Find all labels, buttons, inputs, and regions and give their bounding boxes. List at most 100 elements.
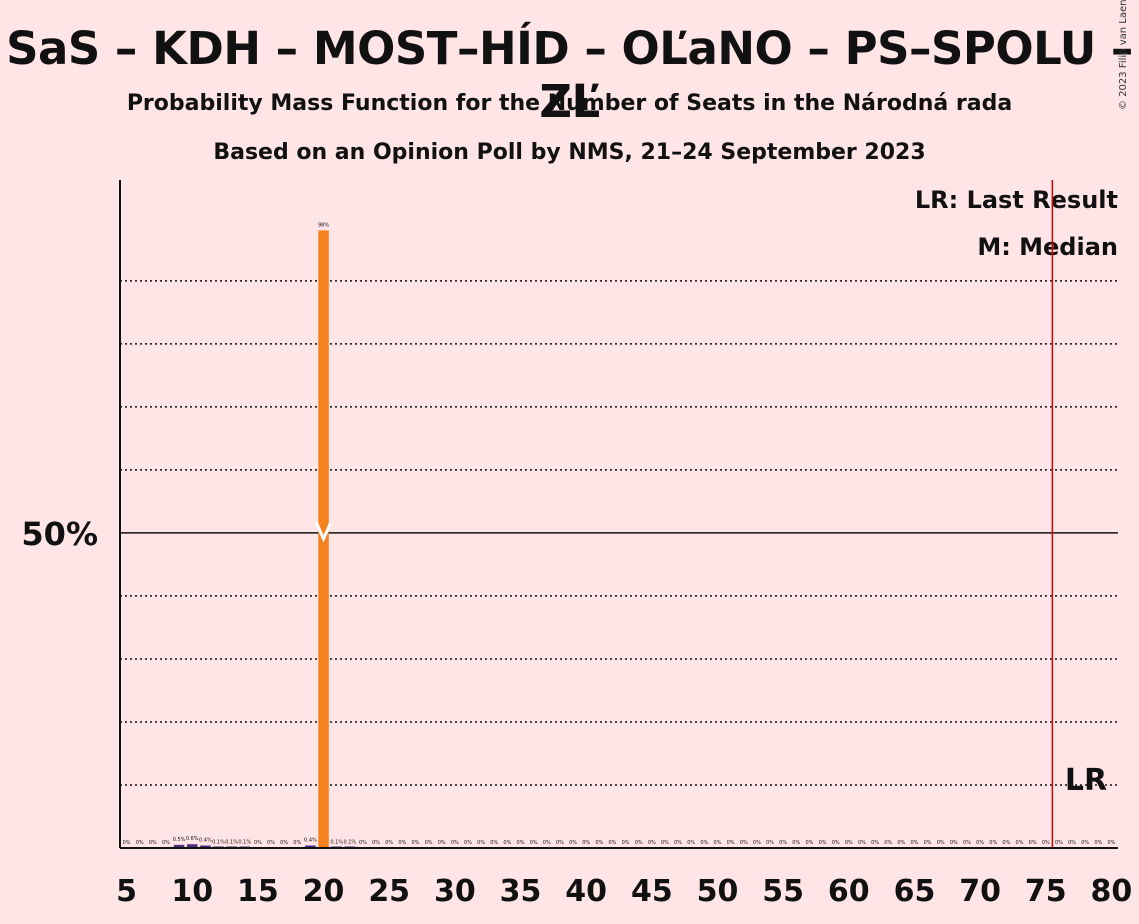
bar-label-56: 0% xyxy=(792,840,800,846)
x-tick-label: 35 xyxy=(500,874,542,909)
bar-seats-10 xyxy=(186,844,198,848)
bar-label-74: 0% xyxy=(1029,840,1037,846)
y-axis-label-50: 50% xyxy=(21,515,98,553)
x-tick-label: 50 xyxy=(697,874,739,909)
bar-label-54: 0% xyxy=(766,840,774,846)
bar-label-19: 0.4% xyxy=(304,837,317,843)
bar-label-25: 0% xyxy=(385,840,393,846)
bar-label-32: 0% xyxy=(477,840,485,846)
bar-label-30: 0% xyxy=(451,840,459,846)
bar-label-38: 0% xyxy=(556,840,564,846)
x-tick-label: 20 xyxy=(303,874,345,909)
bar-label-75: 0% xyxy=(1042,840,1050,846)
bar-seats-11 xyxy=(200,845,211,848)
bar-label-45: 0% xyxy=(648,840,656,846)
x-tick-label: 70 xyxy=(959,874,1001,909)
chart-title: SaS – KDH – MOST–HÍD – OĽaNO – PS–SPOLU … xyxy=(6,22,1133,128)
x-tick-label: 40 xyxy=(565,874,607,909)
legend-median: M: Median xyxy=(977,233,1118,261)
bar-label-26: 0% xyxy=(398,840,406,846)
bar-label-7: 0% xyxy=(149,840,157,846)
bar-label-11: 0.4% xyxy=(199,837,212,843)
bar-label-53: 0% xyxy=(753,840,761,846)
bar-label-50: 0% xyxy=(714,840,722,846)
bar-label-10: 0.6% xyxy=(186,836,199,842)
bar-label-61: 0% xyxy=(858,840,866,846)
bar-label-49: 0% xyxy=(700,840,708,846)
bar-label-72: 0% xyxy=(1002,840,1010,846)
bar-label-18: 0% xyxy=(293,840,301,846)
bar-label-57: 0% xyxy=(805,840,813,846)
bar-label-64: 0% xyxy=(897,840,905,846)
x-tick-label: 25 xyxy=(368,874,410,909)
bar-label-67: 0% xyxy=(937,840,945,846)
bar-label-60: 0% xyxy=(845,840,853,846)
bar-label-23: 0% xyxy=(359,840,367,846)
bar-label-9: 0.5% xyxy=(173,837,186,843)
x-tick-label: 5 xyxy=(116,874,137,909)
median-marker xyxy=(315,522,332,543)
bar-label-28: 0% xyxy=(425,840,433,846)
bar-label-15: 0% xyxy=(254,840,262,846)
bar-label-79: 0% xyxy=(1094,840,1102,846)
chart-source: Based on an Opinion Poll by NMS, 21–24 S… xyxy=(213,140,926,165)
bar-label-12: 0.1% xyxy=(212,839,225,845)
bar-label-16: 0% xyxy=(267,840,275,846)
legend-last-result: LR: Last Result xyxy=(914,186,1118,214)
bar-label-48: 0% xyxy=(687,840,695,846)
bar-label-46: 0% xyxy=(661,840,669,846)
bar-label-52: 0% xyxy=(740,840,748,846)
bar-label-65: 0% xyxy=(910,840,918,846)
bar-label-55: 0% xyxy=(779,840,787,846)
bar-label-41: 0% xyxy=(595,840,603,846)
bar-label-44: 0% xyxy=(635,840,643,846)
bar-label-33: 0% xyxy=(490,840,498,846)
bar-label-70: 0% xyxy=(976,840,984,846)
bar-label-59: 0% xyxy=(832,840,840,846)
bar-label-8: 0% xyxy=(162,840,170,846)
bar-seats-9 xyxy=(173,844,185,848)
bar-label-39: 0% xyxy=(569,840,577,846)
bar-label-31: 0% xyxy=(464,840,472,846)
x-tick-label: 60 xyxy=(828,874,870,909)
bar-label-66: 0% xyxy=(924,840,932,846)
x-tick-label: 15 xyxy=(237,874,279,909)
bar-label-34: 0% xyxy=(503,840,511,846)
bar-label-24: 0% xyxy=(372,840,380,846)
x-tick-label: 65 xyxy=(894,874,936,909)
bar-label-13: 0.1% xyxy=(225,839,238,845)
bar-label-43: 0% xyxy=(622,840,630,846)
bar-label-68: 0% xyxy=(950,840,958,846)
bar-label-22: 0.1% xyxy=(343,839,356,845)
bar-label-6: 0% xyxy=(136,840,144,846)
bar-label-76: 0% xyxy=(1055,840,1063,846)
bar-label-35: 0% xyxy=(517,840,525,846)
bar-label-14: 0.1% xyxy=(238,839,251,845)
bar-label-62: 0% xyxy=(871,840,879,846)
bar-label-40: 0% xyxy=(582,840,590,846)
bar-label-37: 0% xyxy=(543,840,551,846)
bar-label-51: 0% xyxy=(727,840,735,846)
bar-label-20: 98% xyxy=(318,222,329,228)
bar-label-27: 0% xyxy=(411,840,419,846)
chart-subtitle: Probability Mass Function for the Number… xyxy=(126,91,1013,116)
bar-label-77: 0% xyxy=(1068,840,1076,846)
bar-label-21: 0.1% xyxy=(330,839,343,845)
last-result-label: LR xyxy=(1065,763,1107,798)
bar-label-17: 0% xyxy=(280,840,288,846)
bar-label-78: 0% xyxy=(1081,840,1089,846)
bar-label-47: 0% xyxy=(674,840,682,846)
x-tick-label: 80 xyxy=(1091,874,1133,909)
bar-label-80: 0% xyxy=(1107,840,1115,846)
bar-label-73: 0% xyxy=(1016,840,1024,846)
bar-label-29: 0% xyxy=(438,840,446,846)
bar-label-58: 0% xyxy=(819,840,827,846)
bar-label-5: 0% xyxy=(123,840,131,846)
x-tick-label: 55 xyxy=(762,874,804,909)
bar-label-42: 0% xyxy=(608,840,616,846)
bar-seats-19 xyxy=(305,845,316,848)
bar-label-36: 0% xyxy=(530,840,538,846)
bar-label-69: 0% xyxy=(963,840,971,846)
x-tick-label: 45 xyxy=(631,874,673,909)
